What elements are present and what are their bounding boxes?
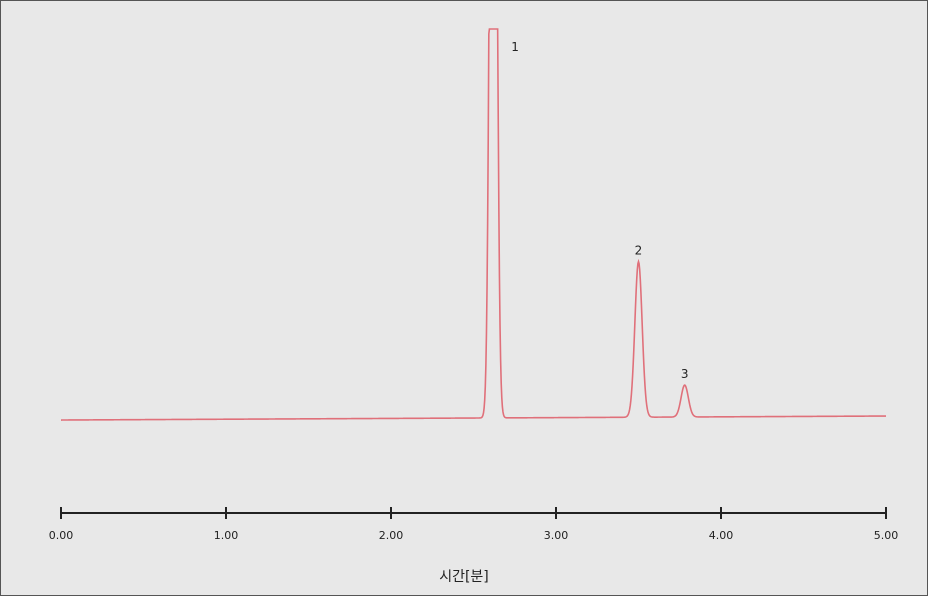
x-tick-label: 2.00 [379, 529, 404, 542]
x-tick-label: 5.00 [874, 529, 899, 542]
signal-line [61, 28, 886, 421]
x-axis: 0.00 1.00 2.00 3.00 4.00 5.00 [49, 507, 899, 542]
x-tick-label: 1.00 [214, 529, 239, 542]
x-tick-label: 3.00 [544, 529, 569, 542]
x-axis-title: 시간[분] [439, 569, 489, 585]
plot-area: 1 2 3 [61, 28, 886, 421]
peak-label-2: 2 [635, 243, 643, 257]
peak-label-1: 1 [511, 40, 519, 54]
peak-label-3: 3 [681, 367, 689, 381]
x-tick-label: 0.00 [49, 529, 74, 542]
x-tick-label: 4.00 [709, 529, 734, 542]
